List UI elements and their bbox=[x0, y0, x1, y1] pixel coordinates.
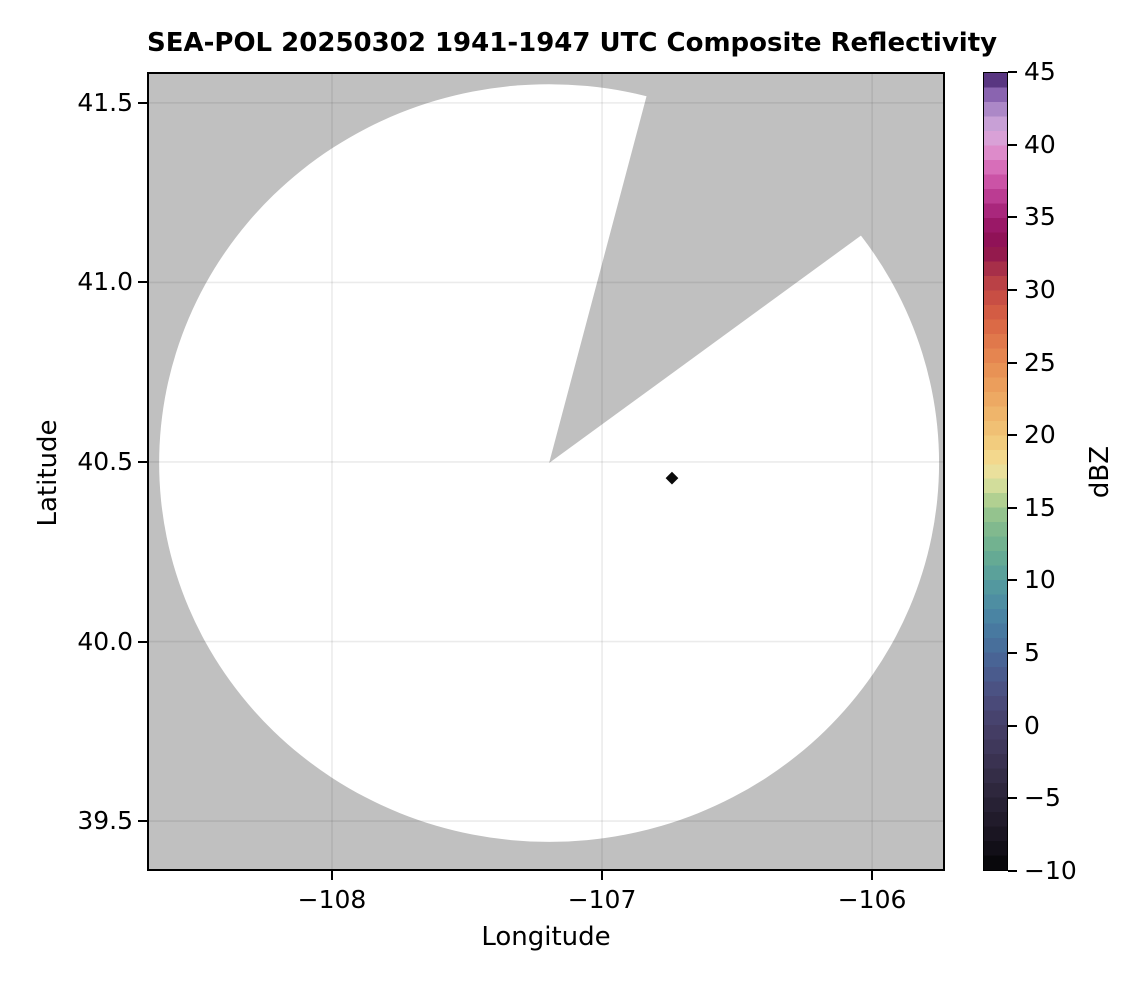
colorbar-tick bbox=[1008, 652, 1017, 655]
colorbar-tick-label: 5 bbox=[1024, 638, 1040, 668]
colorbar-tick-label: 45 bbox=[1024, 57, 1056, 86]
blanked-sector bbox=[549, 72, 945, 464]
colorbar bbox=[983, 72, 1008, 871]
colorbar-tick bbox=[1008, 288, 1017, 291]
x-tick bbox=[330, 871, 333, 880]
colorbar-tick bbox=[1008, 579, 1017, 582]
colorbar-tick-label: −10 bbox=[1024, 856, 1077, 885]
chart-title: SEA-POL 20250302 1941-1947 UTC Composite… bbox=[147, 28, 998, 58]
x-tick-label: −107 bbox=[567, 885, 637, 914]
y-tick-label: 40.0 bbox=[77, 626, 133, 656]
colorbar-tick bbox=[1008, 361, 1017, 364]
colorbar-tick-label: 25 bbox=[1024, 347, 1056, 377]
y-tick-label: 39.5 bbox=[77, 806, 133, 836]
y-tick bbox=[138, 281, 147, 284]
colorbar-tick bbox=[1008, 724, 1017, 727]
x-tick-label: −108 bbox=[297, 885, 367, 914]
x-tick bbox=[871, 871, 874, 880]
y-tick bbox=[138, 640, 147, 643]
colorbar-tick-label: 35 bbox=[1024, 202, 1056, 232]
x-tick bbox=[601, 871, 604, 880]
colorbar-tick bbox=[1008, 506, 1017, 509]
x-axis-label: Longitude bbox=[481, 922, 611, 952]
colorbar-tick-label: 15 bbox=[1024, 492, 1056, 522]
colorbar-tick-label: 30 bbox=[1024, 274, 1056, 304]
axes-border bbox=[147, 72, 945, 871]
colorbar-tick bbox=[1008, 143, 1017, 146]
y-tick bbox=[138, 460, 147, 463]
y-tick-label: 41.0 bbox=[77, 267, 133, 297]
colorbar-tick-label: 20 bbox=[1024, 420, 1056, 450]
colorbar-tick bbox=[1008, 870, 1017, 872]
colorbar-tick bbox=[1008, 434, 1017, 437]
colorbar-tick-label: −5 bbox=[1024, 783, 1061, 813]
colorbar-tick-label: 40 bbox=[1024, 129, 1056, 159]
y-tick bbox=[138, 101, 147, 104]
y-tick-label: 41.5 bbox=[77, 87, 133, 117]
y-axis-label: Latitude bbox=[33, 419, 63, 527]
colorbar-tick-label: 0 bbox=[1024, 710, 1040, 740]
colorbar-tick-label: 10 bbox=[1024, 565, 1056, 595]
gridlines bbox=[147, 72, 945, 871]
colorbar-label: dBZ bbox=[1085, 445, 1115, 499]
y-tick bbox=[138, 820, 147, 823]
x-tick-label: −106 bbox=[837, 885, 907, 914]
colorbar-tick bbox=[1008, 216, 1017, 219]
plot-area bbox=[147, 72, 945, 871]
colorbar-tick bbox=[1008, 71, 1017, 73]
colorbar-tick bbox=[1008, 797, 1017, 800]
y-tick-label: 40.5 bbox=[77, 446, 133, 476]
